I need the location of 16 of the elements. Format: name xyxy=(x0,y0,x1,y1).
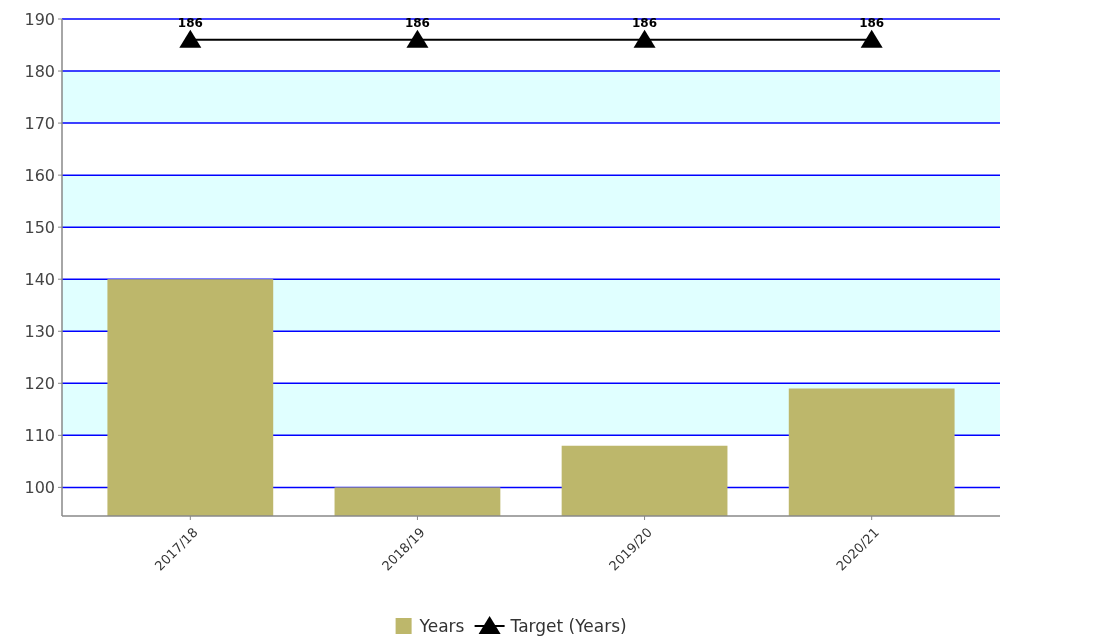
legend-label: Target (Years) xyxy=(509,616,627,636)
y-tick-label: 110 xyxy=(24,425,55,445)
data-label: 186 xyxy=(177,15,203,30)
y-tick-label: 170 xyxy=(24,113,55,133)
data-label: 186 xyxy=(404,15,430,30)
y-tick-label: 190 xyxy=(24,9,55,29)
legend-label: Years xyxy=(418,616,465,636)
y-tick-label: 150 xyxy=(24,217,55,237)
y-tick-label: 100 xyxy=(24,477,55,497)
y-tick-label: 120 xyxy=(24,373,55,393)
y-tick-label: 140 xyxy=(24,269,55,289)
data-label: 186 xyxy=(859,15,885,30)
data-label: 186 xyxy=(632,15,658,30)
y-tick-label: 160 xyxy=(24,165,55,185)
y-tick-label: 180 xyxy=(24,61,55,81)
y-tick-label: 130 xyxy=(24,321,55,341)
